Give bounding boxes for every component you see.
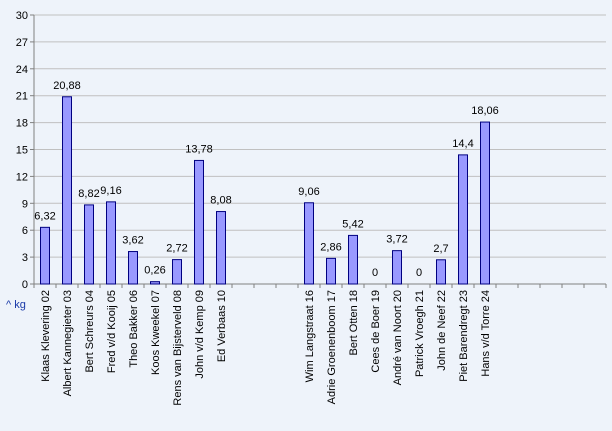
bar bbox=[40, 226, 50, 285]
category-label: Bert Otten 18 bbox=[348, 290, 360, 355]
data-label: 0 bbox=[372, 267, 378, 279]
category-label: Koos Kweekel 07 bbox=[150, 290, 162, 375]
category-label: Piet Barendregt 23 bbox=[458, 290, 470, 382]
data-labels: 6,32 20,88 8,82 9,16 3,62 0,262,72 13,78 8,08 9,… bbox=[34, 80, 498, 279]
bars bbox=[40, 96, 490, 285]
bar bbox=[304, 202, 314, 285]
unit-label: ^ kg bbox=[6, 299, 26, 311]
bar bbox=[326, 257, 336, 285]
category-label: Adrie Groenenboom 17 bbox=[326, 290, 338, 404]
y-tick-label: 6 bbox=[22, 225, 28, 237]
category-label: Fred v/d Kooij 05 bbox=[106, 290, 118, 373]
data-label: 8,82 bbox=[78, 188, 99, 200]
y-tick-label: 30 bbox=[16, 10, 28, 22]
bar bbox=[348, 234, 358, 285]
data-label: 2,86 bbox=[320, 241, 341, 253]
data-label: 2,72 bbox=[166, 243, 187, 255]
category-label: Albert Kannegieter 03 bbox=[62, 290, 74, 396]
data-label: 9,06 bbox=[298, 186, 319, 198]
category-label: Patrick Vroegh 21 bbox=[414, 290, 426, 377]
data-label: 3,62 bbox=[122, 235, 143, 247]
category-label: Hans v/d Torre 24 bbox=[480, 290, 492, 377]
category-label: André van Noort 20 bbox=[392, 290, 404, 385]
category-label: John v/d Kemp 09 bbox=[194, 290, 206, 379]
data-label: 2,7 bbox=[433, 243, 448, 255]
category-label: Bert Schreurs 04 bbox=[84, 290, 96, 373]
y-tick-label: 24 bbox=[16, 64, 28, 76]
bar bbox=[62, 96, 72, 285]
bar bbox=[458, 154, 468, 285]
y-tick-label: 3 bbox=[22, 252, 28, 264]
bar bbox=[84, 204, 94, 285]
category-label: Klaas Klevering 02 bbox=[40, 290, 52, 382]
bar bbox=[480, 121, 490, 285]
axes bbox=[30, 14, 607, 288]
bar bbox=[128, 251, 138, 285]
bar bbox=[106, 201, 116, 285]
data-label: 8,08 bbox=[210, 195, 231, 207]
category-label: Wim Langstraat 16 bbox=[304, 290, 316, 382]
category-label: Rens van Bijsterveld 08 bbox=[172, 290, 184, 406]
y-tick-label: 15 bbox=[16, 145, 28, 157]
data-label: 6,32 bbox=[34, 210, 55, 222]
data-label: 18,06 bbox=[471, 105, 499, 117]
data-label: 0,26 bbox=[144, 265, 165, 277]
y-tick-label: 18 bbox=[16, 118, 28, 130]
data-label: 3,72 bbox=[386, 234, 407, 246]
bar bbox=[194, 159, 204, 285]
bar bbox=[216, 211, 226, 285]
y-tick-label: 12 bbox=[16, 171, 28, 183]
y-tick-label: 0 bbox=[22, 279, 28, 291]
y-tick-labels: 0 3 6 9 12 15 18 21 24 27 30 bbox=[16, 10, 28, 291]
grid-lines bbox=[34, 14, 606, 258]
category-label: Theo Bakker 06 bbox=[128, 290, 140, 368]
bar bbox=[436, 259, 446, 285]
data-label: 13,78 bbox=[185, 143, 213, 155]
category-labels: Klaas Klevering 02 Albert Kannegieter 03 B… bbox=[40, 290, 492, 406]
y-tick-label: 21 bbox=[16, 91, 28, 103]
bar bbox=[172, 259, 182, 285]
data-label: 0 bbox=[416, 267, 422, 279]
bar bbox=[150, 281, 160, 285]
data-label: 14,4 bbox=[452, 138, 473, 150]
category-label: Cees de Boer 19 bbox=[370, 290, 382, 373]
bar bbox=[392, 250, 402, 285]
data-label: 5,42 bbox=[342, 218, 363, 230]
y-tick-label: 27 bbox=[16, 37, 28, 49]
data-label: 9,16 bbox=[100, 185, 121, 197]
y-tick-label: 9 bbox=[22, 198, 28, 210]
category-label: Ed Verbaas 10 bbox=[216, 290, 228, 362]
data-label: 20,88 bbox=[53, 80, 81, 92]
category-label: John de Neef 22 bbox=[436, 290, 448, 371]
